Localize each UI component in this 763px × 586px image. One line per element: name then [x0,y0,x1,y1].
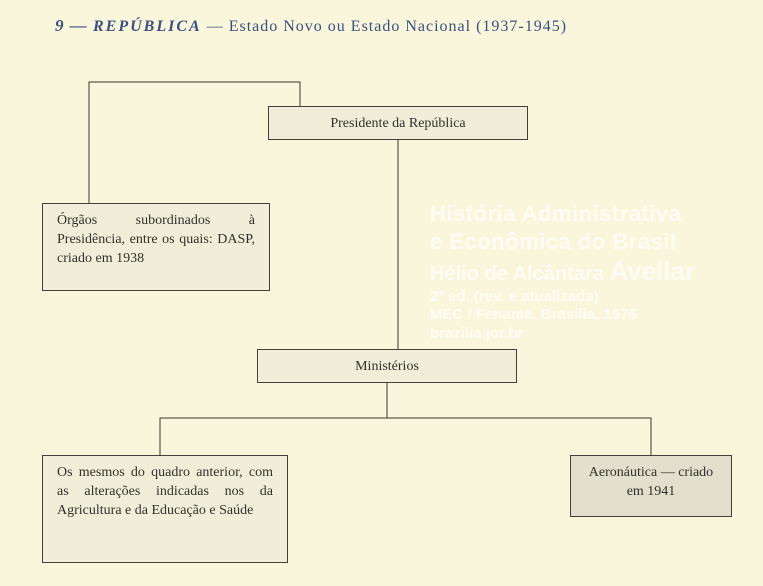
node-orgaos-label: Órgãos subordinados à Presidência, entre… [57,213,255,266]
node-presidente: Presidente da República [268,106,528,140]
title-bold: REPÚBLICA [93,18,202,35]
watermark-line3: Hélio de Alcântara Avellar [430,255,695,288]
node-quadro-anterior: Os mesmos do quadro anterior, com as alt… [42,455,288,563]
node-presidente-label: Presidente da República [330,116,465,131]
page-title: 9 — REPÚBLICA — Estado Novo ou Estado Na… [55,16,567,36]
node-aeronautica: Aeronáutica — criado em 1941 [570,455,732,517]
node-aeronautica-label: Aeronáutica — criado em 1941 [589,465,713,499]
title-rest: — Estado Novo ou Estado Nacional (1937-1… [202,18,567,35]
node-ministerios-label: Ministérios [355,359,419,374]
watermark-line6: brazilia.jor.br [430,325,695,344]
watermark-line2: e Econômica do Brasil [430,228,695,256]
watermark-line4: 2ª ed. (rev. e atualizada) [430,288,695,307]
node-ministerios: Ministérios [257,349,517,383]
node-mesmos-label: Os mesmos do quadro anterior, com as alt… [57,465,273,518]
title-number: 9 [55,16,65,35]
watermark-line5: MEC / Fename, Brasília, 1976 [430,306,695,325]
watermark-line1: História Administrativa [430,200,695,228]
title-dash1: — [65,16,94,35]
node-orgaos-subordinados: Órgãos subordinados à Presidência, entre… [42,203,270,291]
watermark: História Administrativa e Econômica do B… [430,200,695,344]
